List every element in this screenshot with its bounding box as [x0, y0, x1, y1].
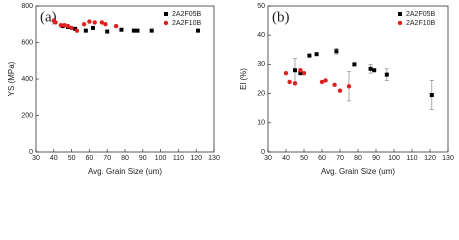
legend-marker	[397, 20, 403, 26]
x-tick-label: 90	[139, 155, 147, 162]
point	[103, 22, 108, 27]
x-tick-label: 70	[103, 155, 111, 162]
x-tick-label: 130	[208, 155, 220, 162]
legend-label: 2A2F05B	[406, 11, 436, 18]
point	[287, 79, 292, 85]
y-tick-label: 0	[261, 149, 265, 156]
point	[73, 26, 78, 31]
point	[87, 19, 92, 24]
point	[92, 20, 97, 25]
x-tick-label: 60	[86, 155, 94, 162]
point	[131, 28, 136, 33]
y-tick-label: 20	[257, 90, 265, 97]
x-tick-label: 60	[318, 155, 326, 162]
y-tick-label: 600	[21, 39, 33, 46]
point	[307, 53, 312, 58]
y-tick-label: 800	[21, 3, 33, 10]
point	[332, 82, 337, 88]
x-tick-label: 110	[173, 155, 184, 162]
x-tick-label: 120	[424, 155, 436, 162]
legend-marker	[164, 12, 168, 16]
legend-marker	[163, 20, 169, 26]
point	[319, 79, 325, 85]
x-tick-label: 100	[155, 155, 167, 162]
y-tick-label: 10	[257, 120, 265, 127]
point	[105, 29, 110, 34]
figure: 30 40 50 60 70 80 90 100 110 120 1300200400600800A…	[7, 3, 454, 176]
point	[293, 68, 297, 73]
point	[298, 68, 303, 73]
legend-marker	[398, 12, 402, 16]
point	[195, 28, 200, 33]
panel-label: (b)	[272, 9, 290, 25]
point	[334, 49, 339, 54]
x-tick-label: 50	[68, 155, 76, 162]
x-tick-label: 50	[300, 155, 308, 162]
point	[283, 70, 289, 76]
point	[65, 23, 71, 29]
x-tick-label: 80	[354, 155, 362, 162]
point	[323, 78, 328, 83]
point	[314, 52, 319, 57]
point	[298, 71, 303, 76]
point	[99, 20, 105, 25]
point	[337, 88, 343, 93]
point	[352, 62, 357, 67]
point	[62, 22, 67, 28]
point	[372, 68, 377, 73]
x-tick-label: 30	[264, 155, 272, 162]
point	[81, 22, 87, 27]
point	[83, 28, 88, 33]
y-axis-title: El (%)	[239, 68, 248, 90]
y-tick-label: 50	[257, 3, 265, 10]
x-tick-label: 90	[372, 155, 380, 162]
point	[58, 22, 64, 28]
legend-label: 2A2F05B	[172, 11, 202, 18]
x-tick-label: 130	[442, 155, 454, 162]
x-tick-label: 70	[336, 155, 344, 162]
y-tick-label: 30	[257, 61, 265, 68]
page: 30 40 50 60 70 80 90 100 110 120 130 0 200 400 600 800 A…	[7, 2, 454, 177]
point	[74, 28, 80, 33]
point	[90, 25, 95, 30]
x-axis-title: Avg. Grain Size (um)	[321, 167, 395, 176]
y-axis-title: YS (MPa)	[7, 61, 16, 96]
y-tick-label: 40	[257, 32, 265, 39]
x-tick-label: 40	[50, 155, 58, 162]
point	[69, 25, 74, 31]
x-tick-label: 110	[406, 155, 417, 162]
y-tick-label: 200	[21, 112, 33, 119]
point	[119, 27, 124, 32]
y-tick-label: 0	[29, 149, 33, 156]
x-tick-label: 100	[388, 155, 400, 162]
point	[368, 66, 373, 71]
point	[135, 28, 140, 33]
point	[429, 93, 434, 98]
y-tick-label: 400	[21, 76, 33, 83]
point	[301, 70, 307, 76]
point	[346, 84, 352, 89]
legend-label: 2A2F10B	[406, 20, 436, 27]
point	[53, 20, 58, 25]
x-tick-label: 120	[190, 155, 202, 162]
x-tick-label: 80	[121, 155, 129, 162]
point	[149, 28, 154, 33]
point	[113, 23, 119, 29]
x-axis-title: Avg. Grain Size (um)	[88, 167, 162, 176]
point	[292, 81, 298, 86]
x-tick-label: 40	[282, 155, 290, 162]
point	[384, 72, 389, 77]
x-tick-label: 30	[32, 155, 40, 162]
legend-label: 2A2F10B	[172, 20, 202, 27]
